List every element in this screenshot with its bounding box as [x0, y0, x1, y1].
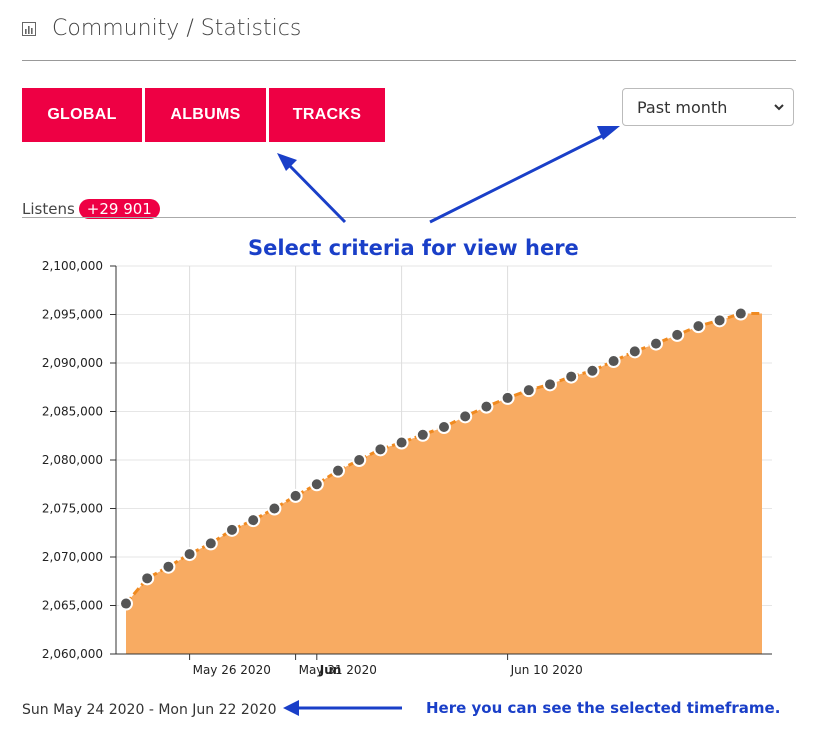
- header-divider: [22, 60, 796, 61]
- data-point[interactable]: [712, 313, 727, 328]
- data-point[interactable]: [521, 383, 536, 398]
- data-point[interactable]: [394, 435, 409, 450]
- data-point[interactable]: [437, 420, 451, 435]
- data-point[interactable]: [203, 536, 218, 551]
- timeframe-select-value: Past month: [637, 97, 728, 117]
- y-tick-label: 2,060,000: [42, 647, 103, 661]
- data-point[interactable]: [140, 571, 155, 586]
- data-point[interactable]: [627, 344, 642, 359]
- annotation-timeframe: Here you can see the selected timeframe.: [426, 699, 781, 717]
- data-point[interactable]: [415, 427, 430, 442]
- y-tick-label: 2,085,000: [42, 405, 103, 419]
- data-point[interactable]: [564, 369, 579, 384]
- data-point[interactable]: [479, 399, 494, 414]
- data-point[interactable]: [500, 390, 515, 405]
- y-tick-label: 2,065,000: [42, 599, 103, 613]
- x-tick-label: Jun: [319, 663, 342, 677]
- criteria-tabs: GLOBAL ALBUMS TRACKS: [22, 88, 385, 142]
- data-point[interactable]: [225, 522, 239, 537]
- selected-timeframe: Sun May 24 2020 - Mon Jun 22 2020: [22, 702, 277, 718]
- data-point[interactable]: [649, 336, 663, 351]
- page-header: Community / Statistics: [22, 16, 301, 41]
- x-tick-label: Jun 10 2020: [510, 663, 583, 677]
- y-tick-label: 2,070,000: [42, 550, 103, 564]
- data-point[interactable]: [458, 409, 473, 424]
- data-point[interactable]: [331, 463, 345, 478]
- x-tick-label: May 31 2020: [299, 663, 377, 677]
- listens-divider: [22, 217, 796, 218]
- data-point[interactable]: [585, 363, 600, 378]
- data-point[interactable]: [161, 559, 176, 574]
- tab-albums[interactable]: ALBUMS: [145, 88, 266, 142]
- area-fill: [126, 313, 762, 654]
- data-point[interactable]: [670, 327, 685, 342]
- listens-delta-badge: +29 901: [78, 199, 160, 219]
- tab-tracks[interactable]: TRACKS: [269, 88, 385, 142]
- data-point[interactable]: [288, 488, 303, 503]
- data-point[interactable]: [352, 453, 367, 467]
- listens-summary: Listens +29 901: [22, 199, 160, 219]
- data-point[interactable]: [733, 306, 748, 321]
- data-point[interactable]: [182, 547, 197, 562]
- tab-global[interactable]: GLOBAL: [22, 88, 142, 142]
- chevron-down-icon: [774, 104, 784, 111]
- bar-chart-icon: [22, 21, 36, 36]
- data-point[interactable]: [606, 354, 621, 369]
- y-tick-label: 2,075,000: [42, 502, 103, 516]
- data-point[interactable]: [309, 477, 324, 492]
- x-tick-label: May 26 2020: [193, 663, 271, 677]
- data-point[interactable]: [373, 442, 388, 457]
- page-title: Community / Statistics: [52, 16, 302, 41]
- annotation-select-criteria: Select criteria for view here: [248, 236, 579, 260]
- data-point[interactable]: [543, 377, 557, 392]
- y-tick-label: 2,080,000: [42, 453, 103, 467]
- data-point[interactable]: [119, 596, 133, 611]
- listens-label: Listens: [22, 200, 75, 218]
- y-tick-label: 2,095,000: [42, 308, 103, 322]
- data-point[interactable]: [246, 513, 261, 528]
- data-point[interactable]: [267, 501, 282, 516]
- y-tick-label: 2,090,000: [42, 356, 103, 370]
- data-point[interactable]: [691, 319, 706, 334]
- y-tick-label: 2,100,000: [42, 259, 103, 273]
- timeframe-select[interactable]: Past month: [622, 88, 794, 126]
